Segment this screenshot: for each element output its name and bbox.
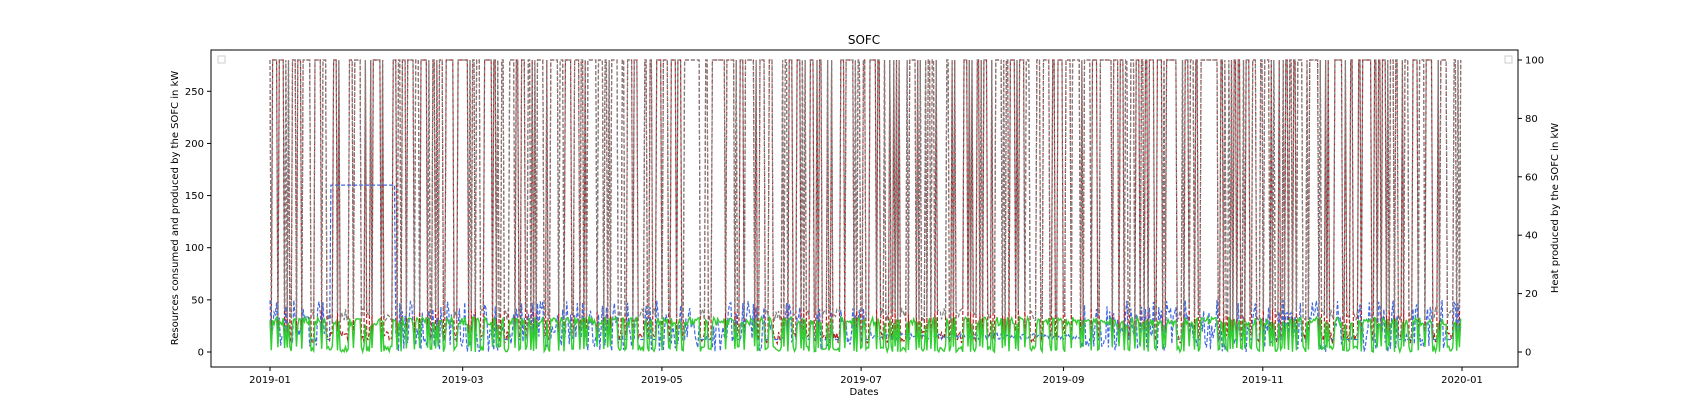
x-tick-label: 2019-09 [1043, 375, 1085, 386]
plot-area [269, 59, 1462, 355]
y-right-tick-label: 80 [1525, 114, 1538, 125]
y-left-tick-label: 250 [185, 87, 204, 98]
x-tick-label: 2020-01 [1441, 375, 1483, 386]
y-left-tick-label: 150 [185, 191, 204, 202]
x-tick-label: 2019-07 [840, 375, 882, 386]
y-axis-left: 0 50 100 150 200 250 [185, 87, 211, 359]
x-tick-label: 2019-05 [641, 375, 683, 386]
plot-frame [210, 49, 1519, 368]
y-right-tick-label: 100 [1525, 56, 1544, 67]
legend-box-left [217, 55, 226, 64]
y-right-tick-label: 60 [1525, 172, 1538, 183]
x-axis-title: Dates [849, 387, 878, 398]
y-left-tick-label: 0 [198, 348, 204, 359]
y-right-tick-label: 0 [1525, 348, 1531, 359]
y-axis-left-title: Resources consumed and produced by the S… [170, 71, 181, 346]
y-right-tick-label: 20 [1525, 289, 1538, 300]
y-axis-right: 0 20 40 60 80 100 [1518, 56, 1544, 359]
legend-box-right [1504, 55, 1513, 64]
series-line-3 [269, 314, 1462, 355]
x-tick-label: 2019-03 [442, 375, 484, 386]
y-left-tick-label: 50 [191, 295, 204, 306]
x-tick-label: 2019-01 [249, 375, 291, 386]
chart-title: SOFC [848, 33, 880, 47]
series-line-1 [269, 59, 1462, 323]
y-axis-right-title: Heat produced by the SOFC in kW [1550, 123, 1561, 293]
y-left-tick-label: 100 [185, 243, 204, 254]
x-tick-label: 2019-11 [1242, 375, 1284, 386]
series-layer [269, 59, 1462, 355]
x-axis: 2019-01 2019-03 2019-05 2019-07 2019-09 2019-… [249, 367, 1483, 386]
y-right-tick-label: 40 [1525, 231, 1538, 242]
y-left-tick-label: 200 [185, 139, 204, 150]
